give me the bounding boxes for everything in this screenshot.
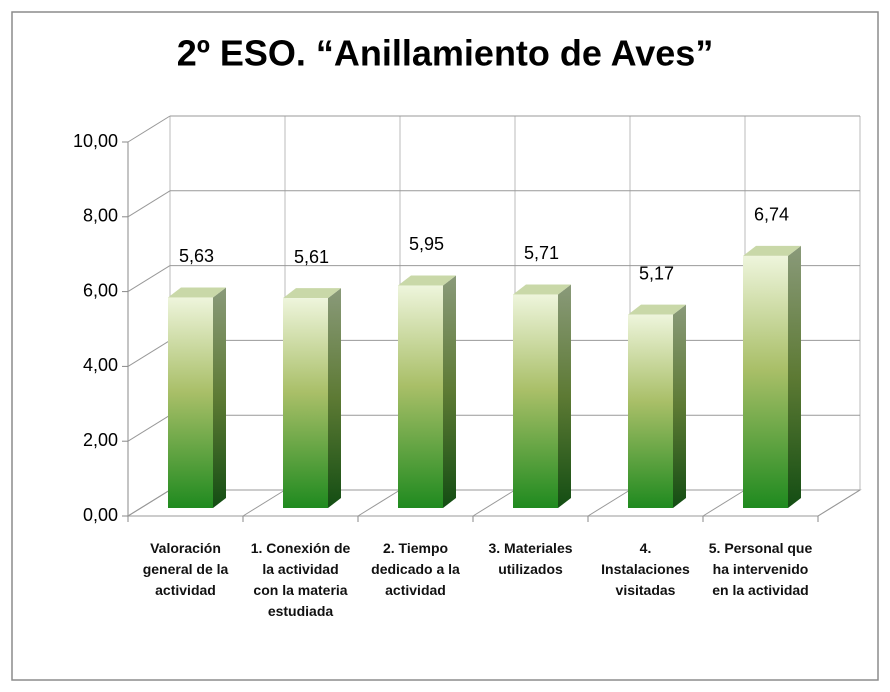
bar: [628, 304, 686, 508]
bar-top: [628, 304, 686, 315]
floor-line: [587, 489, 631, 517]
bar: [513, 284, 571, 508]
bar: [398, 275, 456, 508]
bar-side: [328, 288, 341, 508]
y-tick-label: 2,00: [83, 430, 118, 450]
bar-side: [673, 304, 686, 508]
grid-line: [127, 414, 171, 442]
floor-line: [357, 489, 401, 517]
y-tick-label: 10,00: [73, 131, 118, 151]
y-tick-label: 8,00: [83, 206, 118, 226]
grid-line: [127, 265, 171, 293]
bar-top: [398, 275, 456, 286]
bar-top: [743, 245, 801, 256]
bar-top: [283, 288, 341, 299]
bar-side: [558, 284, 571, 508]
bar-front: [743, 255, 788, 508]
bar-side: [443, 275, 456, 508]
value-label: 5,71: [524, 243, 559, 263]
grid-line: [127, 339, 171, 367]
x-tick-label: 5. Personal que ha intervenido en la act…: [708, 540, 813, 598]
y-tick-label: 0,00: [83, 505, 118, 525]
value-label: 6,74: [754, 205, 789, 225]
bar-front: [513, 294, 558, 508]
bar: [283, 288, 341, 508]
value-label: 5,61: [294, 247, 329, 267]
grid-line: [127, 190, 171, 218]
floor-line: [817, 489, 861, 517]
value-label: 5,95: [409, 234, 444, 254]
x-tick-label: 4. Instalaciones visitadas: [601, 540, 690, 598]
bar-front: [168, 297, 213, 508]
y-tick-label: 4,00: [83, 355, 118, 375]
bar: [743, 245, 801, 508]
floor-line: [242, 489, 286, 517]
value-label: 5,17: [639, 263, 674, 283]
value-label: 5,63: [179, 246, 214, 266]
floor-line: [702, 489, 746, 517]
bar-front: [283, 298, 328, 508]
chart-title: 2º ESO. “Anillamiento de Aves”: [177, 33, 714, 74]
bar-front: [398, 285, 443, 508]
bar-top: [168, 287, 226, 298]
bar-front: [628, 314, 673, 508]
x-tick-label: Valoración general de la actividad: [142, 540, 229, 598]
y-tick-label: 6,00: [83, 280, 118, 300]
x-tick-label: 1. Conexión de la actividad con la mater…: [250, 540, 351, 619]
bar-top: [513, 284, 571, 295]
grid-line: [127, 115, 171, 143]
x-tick-label: 2. Tiempo dedicado a la actividad: [371, 540, 460, 598]
bar: [168, 287, 226, 508]
floor-line: [472, 489, 516, 517]
bar-side: [788, 245, 801, 508]
bar-side: [213, 287, 226, 508]
grid-line: [127, 489, 171, 517]
x-tick-label: 3. Materiales utilizados: [488, 540, 573, 577]
